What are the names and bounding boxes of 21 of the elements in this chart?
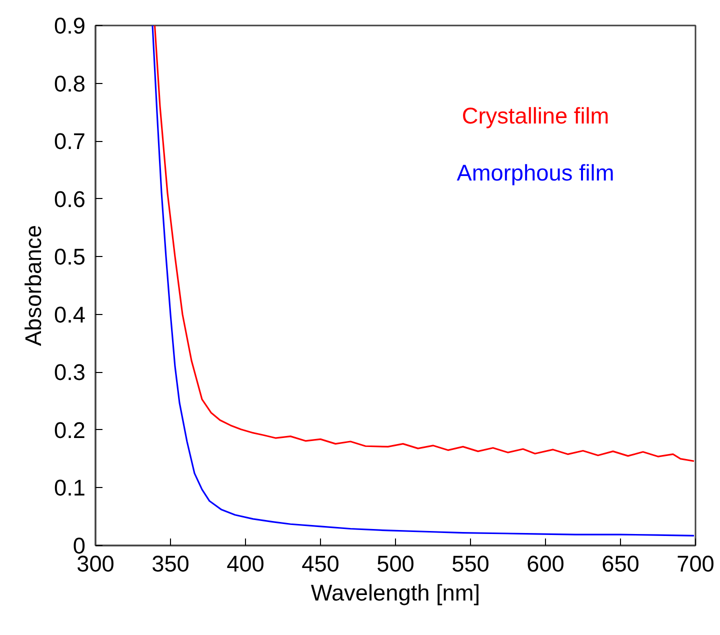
y-tick-label: 0.2 <box>54 416 86 443</box>
x-tick-label: 500 <box>376 550 414 576</box>
x-tick-label: 600 <box>526 550 564 576</box>
y-tick-label: 0.5 <box>54 244 86 270</box>
text: Amorphous film <box>456 160 614 186</box>
y-tick-label: 0.3 <box>54 359 86 386</box>
y-axis-title: Absorbance <box>20 225 46 346</box>
x-tick-label: 400 <box>226 550 264 576</box>
y-tick-label: 0.8 <box>54 70 86 96</box>
x-tick-label: 350 <box>152 550 190 576</box>
y-tick-label: 0.6 <box>54 186 86 212</box>
y-tick-label: 0.4 <box>54 301 86 328</box>
y-tick-label: 0.9 <box>54 12 86 38</box>
y-tick-label: 0.1 <box>54 474 86 501</box>
text: Crystalline film <box>462 102 610 128</box>
x-tick-label: 700 <box>676 550 714 576</box>
x-tick-label: 450 <box>302 550 340 576</box>
x-tick-label: 650 <box>602 550 640 576</box>
x-axis-title: Wavelength [nm] <box>310 580 480 606</box>
y-tick-label: 0.7 <box>54 128 86 154</box>
x-tick-label: 550 <box>452 550 490 576</box>
